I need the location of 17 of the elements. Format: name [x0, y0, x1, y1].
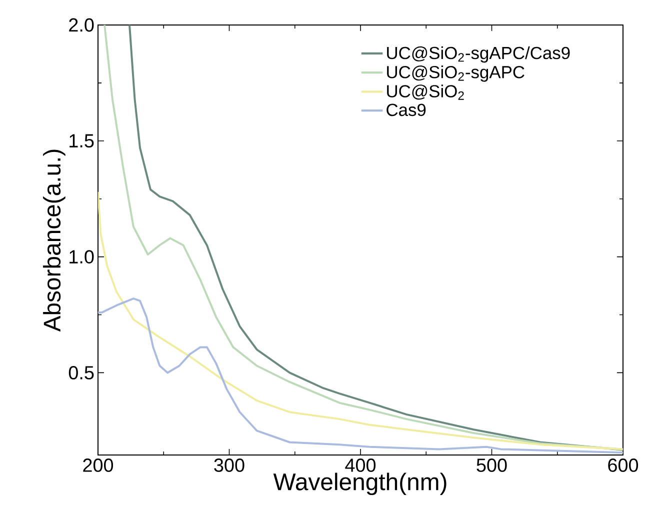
x-tick-label: 500: [476, 458, 507, 472]
legend-label: Cas9: [386, 104, 426, 116]
y-tick-label: 1.5: [70, 134, 94, 148]
x-tick-label: 400: [345, 458, 376, 472]
x-tick-label: 600: [608, 458, 638, 472]
legend-label: UC@SiO$_{2}$-sgAPC/Cas9: [387, 46, 570, 63]
line-series: [98, 298, 624, 454]
legend-label: UC@SiO$_{2}$-sgAPC: [387, 65, 524, 82]
y-tick-label: 1.0: [70, 250, 94, 264]
y-axis-title: Absorbance(a.u.): [43, 150, 66, 332]
x-axis-title: Wavelength(nm): [273, 472, 446, 496]
y-tick-label: 2.0: [69, 18, 94, 32]
x-tick-label: 300: [214, 458, 244, 472]
y-tick-label: 0.5: [68, 366, 94, 380]
legend-label: UC@SiO$_{2}$: [387, 84, 464, 100]
x-tick-label: 200: [83, 458, 114, 472]
line-series: [98, 190, 624, 450]
